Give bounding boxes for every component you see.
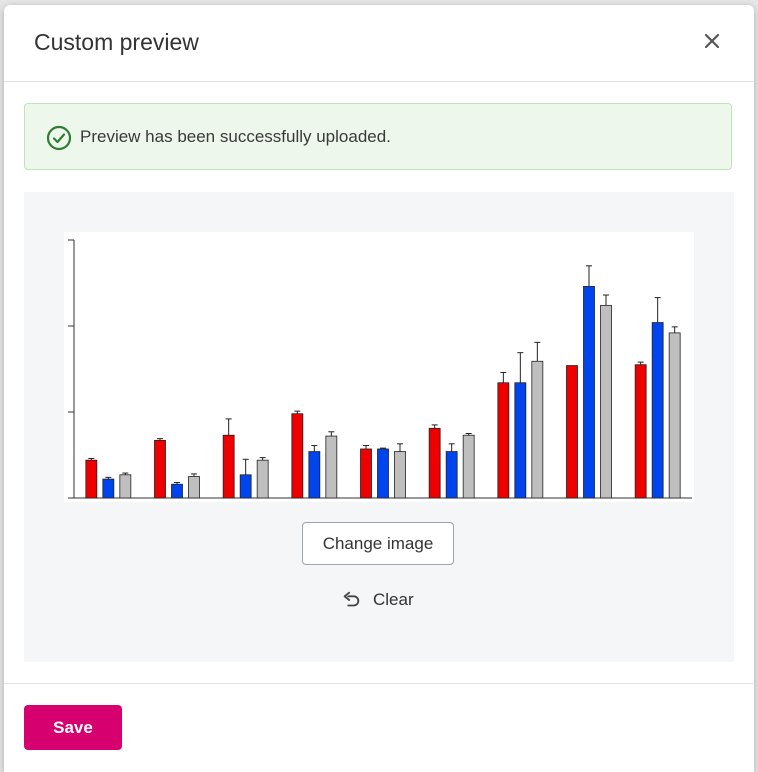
bar [171, 483, 183, 499]
custom-preview-dialog: Custom preview Preview has been successf… [4, 5, 754, 772]
bar [651, 322, 664, 499]
bar [566, 365, 578, 499]
dialog-title: Custom preview [34, 29, 199, 55]
bar [85, 459, 98, 499]
bar [102, 478, 115, 499]
image-preview-area: Change image Clear [24, 192, 734, 662]
clear-label: Clear [373, 590, 414, 609]
bar [119, 474, 132, 499]
clear-button[interactable]: Clear [340, 587, 414, 613]
bar [377, 448, 389, 499]
bar [188, 476, 200, 499]
bar [497, 382, 510, 499]
bar [428, 427, 441, 499]
preview-image [64, 232, 694, 502]
bar [239, 474, 252, 499]
close-icon [704, 33, 720, 49]
bar [325, 435, 338, 499]
bar [360, 448, 372, 499]
bar [462, 434, 475, 499]
bar [222, 434, 235, 499]
bar [154, 439, 166, 499]
alert-message: Preview has been successfully uploaded. [80, 127, 391, 146]
undo-icon [343, 591, 360, 607]
check-circle-icon [46, 125, 72, 151]
bar-chart [68, 239, 692, 499]
bar [514, 382, 527, 499]
bar [634, 364, 647, 499]
success-alert: Preview has been successfully uploaded. [24, 103, 732, 170]
bar [445, 451, 458, 499]
bar [583, 286, 595, 499]
bar [291, 413, 304, 499]
bar [394, 451, 406, 499]
save-button[interactable]: Save [24, 705, 122, 750]
bar [600, 304, 612, 499]
dialog-header: Custom preview [4, 5, 754, 82]
bar [668, 332, 681, 499]
close-button[interactable] [700, 29, 724, 53]
bar [308, 451, 321, 499]
bar [531, 360, 544, 499]
dialog-footer: Save [4, 683, 754, 772]
bar [256, 459, 269, 499]
change-image-button[interactable]: Change image [302, 522, 454, 565]
